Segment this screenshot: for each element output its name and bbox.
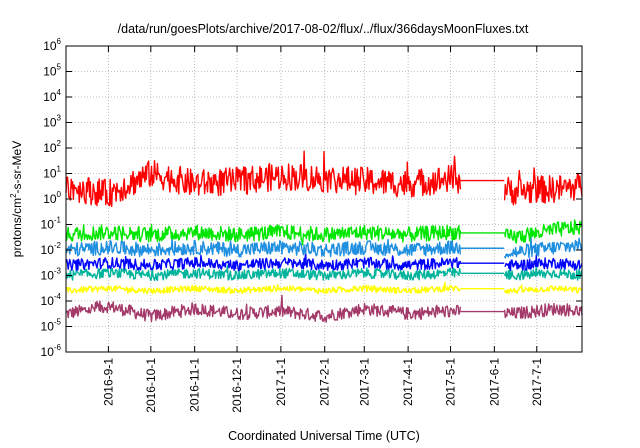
y-tick-exp: 5 (57, 63, 62, 72)
y-axis-label-prefix: protons/cm (10, 198, 24, 257)
y-tick-exp: 2 (57, 139, 62, 148)
y-tick-base: 10 (41, 320, 55, 334)
series-line (503, 264, 583, 281)
y-tick-base: 10 (43, 39, 57, 53)
y-tick-exp: 6 (57, 37, 62, 46)
y-tick-label: 101 (43, 165, 61, 181)
y-axis: 10-610-510-410-310-210-11001011021031041… (41, 37, 582, 359)
x-axis: 2016-9-1 2016-10-1 2016-11-1 2016-12-1 2017-… (101, 46, 544, 413)
y-tick-label: 103 (43, 114, 61, 130)
y-tick-label: 102 (43, 139, 61, 155)
y-tick-exp: -2 (54, 241, 62, 250)
y-tick-exp: 0 (57, 190, 62, 199)
y-tick-exp: 4 (57, 88, 62, 97)
y-tick-exp: 3 (57, 114, 62, 123)
x-tick-label: 2017-2-1 (318, 358, 332, 406)
y-tick-base: 10 (43, 116, 57, 130)
y-tick-label: 106 (43, 37, 61, 53)
y-tick-base: 10 (41, 218, 55, 232)
x-tick-label: 2017-4-1 (401, 358, 415, 406)
series-line (503, 219, 583, 244)
y-tick-base: 10 (43, 90, 57, 104)
series-line (504, 254, 583, 271)
y-tick-base: 10 (41, 345, 55, 359)
y-tick-label: 105 (43, 63, 61, 79)
x-tick-label: 2017-1-1 (274, 358, 288, 406)
y-tick-exp: -6 (54, 343, 62, 352)
y-tick-label: 10-5 (41, 318, 62, 334)
y-tick-label: 100 (43, 190, 61, 206)
x-tick-label: 2016-10-1 (144, 358, 158, 413)
grid-lines (66, 46, 582, 352)
y-tick-label: 10-4 (41, 292, 62, 308)
x-tick-label: 2017-7-1 (530, 358, 544, 406)
x-tick-label: 2017-3-1 (357, 358, 371, 406)
y-tick-base: 10 (43, 65, 57, 79)
y-tick-base: 10 (41, 294, 55, 308)
y-tick-exp: -1 (54, 216, 62, 225)
series-line (503, 302, 583, 320)
y-axis-label: protons/cm2-s-sr-MeV (9, 141, 24, 257)
x-tick-label: 2016-11-1 (188, 358, 202, 412)
x-tick-label: 2016-12-1 (230, 358, 244, 413)
series-line (65, 237, 462, 258)
y-tick-base: 10 (43, 141, 57, 155)
y-tick-exp: -3 (54, 267, 62, 276)
x-tick-label: 2016-9-1 (101, 358, 115, 406)
series-line (503, 167, 583, 206)
y-tick-base: 10 (41, 269, 55, 283)
y-tick-exp: 1 (57, 165, 62, 174)
x-axis-label: Coordinated Universal Time (UTC) (228, 429, 420, 443)
series-line (503, 284, 583, 294)
y-tick-exp: -5 (54, 318, 62, 327)
y-tick-exp: -4 (54, 292, 62, 301)
y-tick-label: 10-3 (41, 267, 62, 283)
y-tick-label: 10-1 (41, 216, 62, 232)
series-line (65, 223, 462, 246)
series-line (65, 281, 461, 295)
x-tick-label: 2017-5-1 (444, 358, 458, 406)
y-tick-label: 10-6 (41, 343, 62, 359)
y-axis-label-suffix: -s-sr-MeV (10, 141, 24, 194)
series-line (65, 250, 462, 272)
y-tick-label: 10-2 (41, 241, 62, 257)
y-axis-label-sup: 2 (9, 193, 18, 198)
series-line (65, 150, 462, 208)
y-tick-base: 10 (43, 192, 57, 206)
y-tick-base: 10 (41, 243, 55, 257)
series-line (65, 265, 462, 282)
series-line (65, 294, 462, 323)
data-series (65, 150, 583, 323)
x-tick-label: 2017-6-1 (487, 358, 501, 406)
series-line (503, 236, 583, 259)
y-tick-base: 10 (43, 167, 57, 181)
y-tick-label: 104 (43, 88, 61, 104)
chart-title: /data/run/goesPlots/archive/2017-08-02/f… (118, 22, 529, 36)
